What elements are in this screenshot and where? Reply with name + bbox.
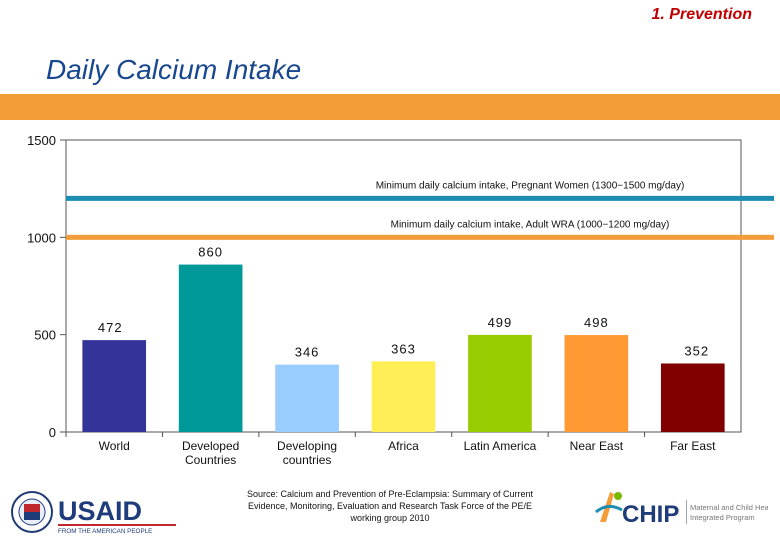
bar-value-label: 363 <box>391 341 416 356</box>
bar-value-label: 346 <box>295 345 320 360</box>
usaid-underline <box>58 524 176 526</box>
mchip-divider <box>686 500 687 524</box>
x-category-label: Near East <box>570 439 624 453</box>
x-category-label: Countries <box>185 453 236 467</box>
usaid-seal-flag <box>24 504 40 512</box>
bar <box>468 334 532 432</box>
source-line: Source: Calcium and Prevention of Pre-Ec… <box>246 489 534 499</box>
bar-value-label: 498 <box>584 315 609 330</box>
y-tick-label: 500 <box>34 328 56 343</box>
mchip-tagline-2: Integrated Program <box>690 513 755 522</box>
usaid-tagline: FROM THE AMERICAN PEOPLE <box>58 528 152 535</box>
bar <box>564 335 629 432</box>
source-line: working group 2010 <box>350 513 430 523</box>
reference-line-label: Minimum daily calcium intake, Pregnant W… <box>376 180 685 191</box>
mchip-logo: CHIP Maternal and Child Health Integrate… <box>595 492 768 528</box>
x-category-label: countries <box>283 453 332 467</box>
y-tick-label: 0 <box>49 425 56 440</box>
section-label: 1. Prevention <box>651 6 752 23</box>
x-category-label: Latin America <box>464 439 537 453</box>
bar <box>178 264 243 432</box>
reference-line-label: Minimum daily calcium intake, Adult WRA … <box>391 219 670 230</box>
source-line: Evidence, Monitoring, Evaluation and Res… <box>248 501 532 511</box>
usaid-seal-flag-blue <box>24 512 40 520</box>
mchip-tagline-1: Maternal and Child Health <box>690 503 768 512</box>
bar-value-label: 860 <box>198 245 223 260</box>
bar <box>660 363 725 432</box>
bar-value-label: 352 <box>684 343 709 358</box>
x-category-label: Developed <box>182 439 239 453</box>
x-category-label: World <box>99 439 130 453</box>
y-tick-label: 1000 <box>27 230 56 245</box>
usaid-wordmark: USAID <box>58 496 142 526</box>
x-category-label: Far East <box>670 439 716 453</box>
source-note: Source: Calcium and Prevention of Pre-Ec… <box>222 488 558 524</box>
x-category-label: Africa <box>388 439 419 453</box>
mchip-figure-head <box>614 492 622 500</box>
header-band <box>0 94 780 120</box>
mchip-wordmark: CHIP <box>622 501 679 528</box>
bar-value-label: 472 <box>98 320 123 335</box>
y-tick-label: 1500 <box>27 133 56 148</box>
bar <box>371 361 436 432</box>
page-title: Daily Calcium Intake <box>46 54 302 85</box>
usaid-logo: USAID FROM THE AMERICAN PEOPLE <box>11 491 176 535</box>
x-category-label: Developing <box>277 439 337 453</box>
calcium-bar-chart: 0 500 1000 1500 472 World 860 DevelopedCountrie… <box>27 133 774 467</box>
bar <box>275 364 339 432</box>
mchip-figure-arm <box>595 505 623 514</box>
bar <box>82 340 147 432</box>
bar-value-label: 499 <box>488 315 513 330</box>
